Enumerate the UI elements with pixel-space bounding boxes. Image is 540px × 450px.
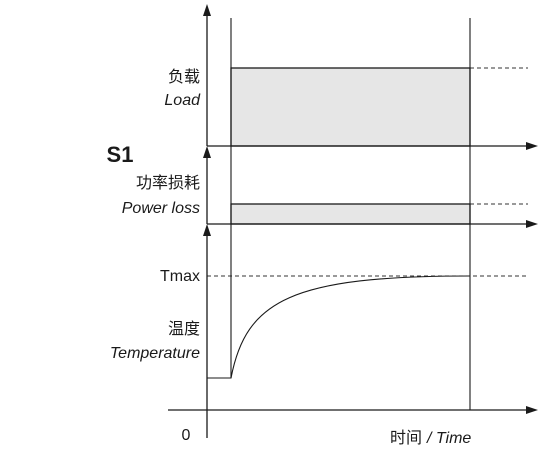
time-label-cn: 时间 [390, 429, 422, 447]
load-block [230, 67, 471, 147]
load-label-cn: 负载 [168, 68, 200, 86]
time-label-en: / Time [426, 430, 471, 447]
power-loss-vertical-axis-arrow [203, 146, 211, 158]
power-loss-time-axis-arrow [526, 220, 538, 228]
temperature-time-axis-arrow [526, 406, 538, 414]
temperature-curve [207, 275, 471, 379]
load-time-axis-arrow [526, 142, 538, 150]
load-vertical-axis-arrow [203, 4, 211, 16]
temperature-label-cn: 温度 [168, 320, 200, 338]
tmax-label: Tmax [160, 268, 200, 285]
load-label-en: Load [164, 92, 201, 109]
mode-label: S1 [107, 142, 134, 167]
origin-label: 0 [182, 427, 191, 444]
power-loss-label-cn: 功率损耗 [136, 174, 200, 192]
power-loss-label-en: Power loss [122, 200, 200, 217]
temperature-label-en: Temperature [110, 345, 200, 362]
power-loss-block [230, 203, 471, 225]
temperature-vertical-axis-arrow [203, 224, 211, 236]
